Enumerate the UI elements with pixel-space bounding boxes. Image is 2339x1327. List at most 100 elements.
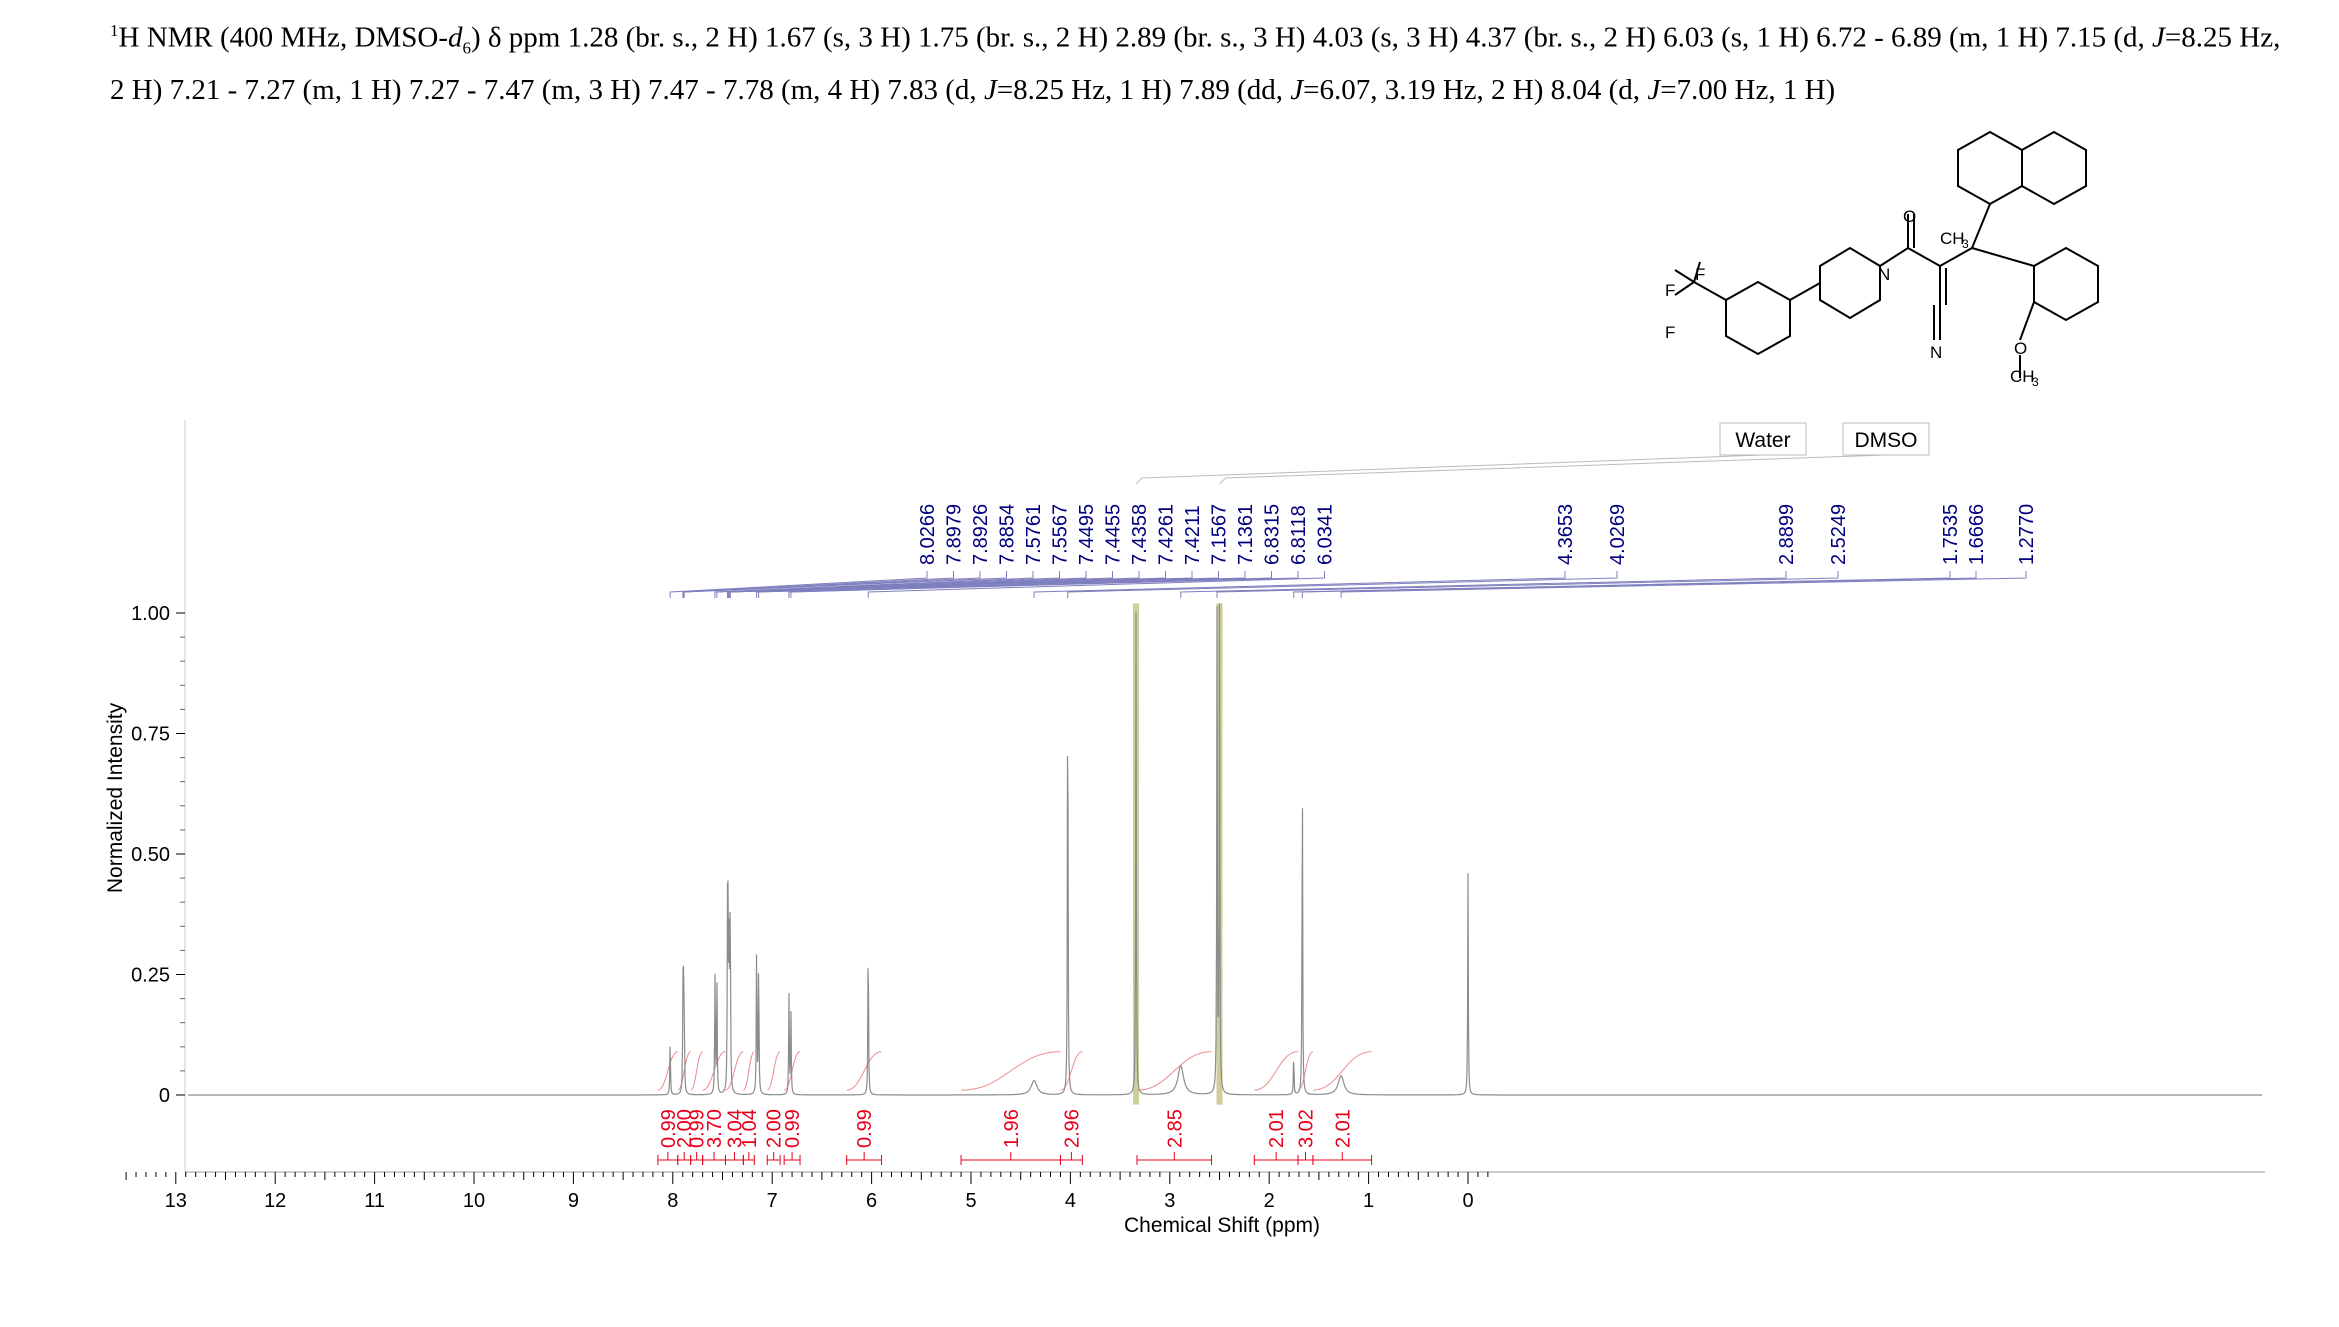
peak-label: 6.8118 [1288,505,1310,565]
atom-f1: F [1665,281,1675,300]
peak-label: 7.4455 [1103,504,1125,565]
atom-ch3-bottom: CH [2010,367,2035,386]
integral-curve [690,1051,704,1091]
x-tick-label: 12 [264,1190,286,1212]
integral-label: 3.04 [724,1109,746,1148]
integral-label: 1.04 [739,1109,761,1148]
peak-label: 7.4358 [1129,504,1151,565]
integral-curve [846,1051,882,1091]
peaks-text-4: =7.00 Hz, 1 H) [1660,74,1836,107]
integral-label: 3.70 [704,1109,726,1148]
y-tick-label: 0.25 [131,965,170,987]
peak-connector [1340,571,2027,598]
peak-connector [758,571,1246,598]
peak-label: 2.8899 [1776,504,1798,565]
x-tick-label: 7 [767,1190,778,1212]
atom-o-methoxy: O [2014,339,2027,358]
x-tick-label: 0 [1462,1190,1473,1212]
peaks-text-2: =8.25 Hz, 1 H) 7.89 (dd, [996,74,1291,107]
y-tick-label: 0.75 [131,724,170,746]
peak-label: 7.4495 [1076,504,1098,565]
peak-label: 1.6666 [1966,504,1988,565]
peak-label: 7.8979 [944,504,966,565]
x-tick-label: 8 [667,1190,678,1212]
peak-label: 7.8926 [970,504,992,565]
peak-label: 6.0341 [1315,504,1337,565]
y-axis-ticks: 0 0.25 0.50 0.75 1.00 [131,603,185,1107]
peak-label: 7.5761 [1023,504,1045,565]
nucleus-mass: 1 [110,21,119,40]
peak-label: 6.8315 [1262,504,1284,565]
integral-curve [677,1051,692,1091]
peak-connector [1180,571,1787,598]
peak-labels: 8.0266 7.8979 7.8926 7.8854 7.5761 7.5567 7.44… [669,504,2038,598]
atom-n-nitrile: N [1930,343,1942,362]
atom-f3: F [1665,323,1675,342]
peak-label: 7.8854 [997,504,1019,565]
nmr-description: 1H NMR (400 MHz, DMSO-d6) δ ppm 1.28 (br… [110,10,2290,111]
peak-connector [1301,571,1977,598]
y-tick-label: 0.50 [131,844,170,866]
j-symbol: J [1290,74,1304,107]
atom-ch3-bottom-sub: 3 [2032,375,2039,389]
solvent-label: DMSO [1855,429,1918,452]
molecule-structure [1674,130,2099,378]
integral-curve [725,1051,744,1091]
atom-ch3-top-sub: 3 [1962,237,1969,251]
x-axis-title: Chemical Shift (ppm) [1124,1214,1320,1237]
peak-label: 7.4261 [1156,504,1178,565]
integral-curve [657,1051,678,1091]
solvent-connector [1219,454,1887,485]
atom-ch3-top: CH [1940,229,1965,248]
j-symbol: J [1647,74,1661,107]
integral-curve [766,1051,781,1091]
peak-connector [1033,571,1566,598]
peak-label: 4.0269 [1607,504,1629,565]
peak-connector [1067,571,1618,598]
x-axis-ticks: 13 12 11 10 9 8 7 6 5 4 3 2 1 0 [125,1172,1489,1212]
atom-f2: F [1695,265,1705,284]
integral-curve [1136,1051,1212,1091]
integral-regions: 0.992.000.993.703.041.04 2.000.99 0.99 1.96… [657,1109,1373,1165]
x-tick-label: 4 [1065,1190,1076,1212]
integral-label: 1.96 [1001,1109,1023,1148]
integral-label: 2.00 [764,1109,786,1148]
peaks-text-0: 1.28 (br. s., 2 H) 1.67 (s, 3 H) 1.75 (b… [560,21,2153,54]
molecule-atom-labels: F F F N O CH 3 N O CH 3 [1665,207,2039,389]
peak-connector [714,571,1034,598]
peak-connector [683,571,1007,598]
integral-label: 3.02 [1295,1109,1317,1148]
delta-ppm: ) δ ppm [470,21,561,54]
peak-label: 7.4211 [1182,505,1204,565]
solvent-connector [1135,454,1764,485]
integral-curve [961,1051,1061,1091]
integral-label: 0.99 [782,1109,804,1148]
peak-connector [1216,571,1839,598]
peak-connector [867,571,1325,598]
x-tick-label: 9 [568,1190,579,1212]
integral-label: 2.01 [1332,1109,1354,1148]
peak-label: 1.2770 [2016,504,2038,565]
integral-label: 2.01 [1266,1109,1288,1148]
solvent-label-box [1719,422,1807,456]
peak-connector [682,571,954,598]
integral-label: 2.85 [1164,1109,1186,1148]
x-tick-label: 11 [364,1190,385,1212]
x-tick-label: 13 [165,1190,187,1212]
peak-label: 7.1361 [1235,504,1257,565]
solvent-sub: 6 [462,38,471,58]
y-axis-title: Normalized Intensity [104,702,127,893]
peak-label: 4.3653 [1555,504,1577,565]
j-symbol: J [983,74,997,107]
atom-n-amide: N [1878,265,1890,284]
atom-o-carbonyl: O [1903,207,1916,226]
integral-curve [1254,1051,1299,1091]
nucleus-text: H NMR (400 MHz, DMSO- [118,21,448,54]
peak-connector [790,571,1299,598]
y-tick-label: 0 [159,1085,170,1107]
j-symbol: J [2152,21,2165,54]
solvent-labels: Water DMSO [1135,422,1930,485]
peaks-text-3: =6.07, 3.19 Hz, 2 H) 8.04 (d, [1303,74,1648,107]
x-tick-label: 10 [463,1190,485,1212]
